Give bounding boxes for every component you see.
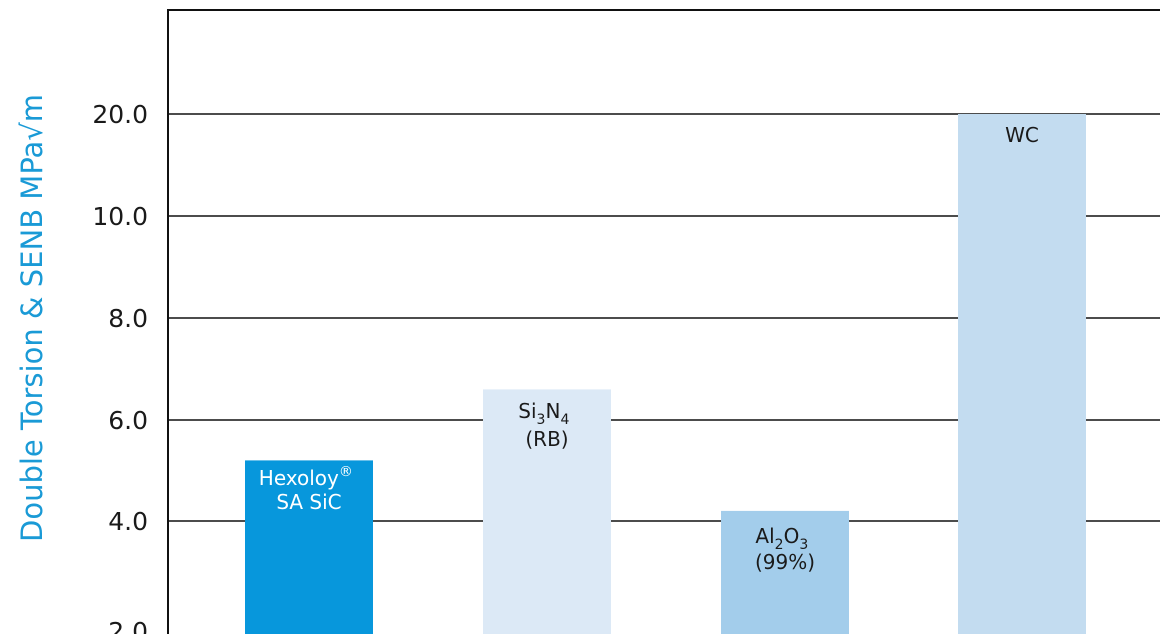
y-tick-label: 6.0 <box>108 406 148 435</box>
y-tick-labels: 2.0 4.0 6.0 8.0 10.0 20.0 <box>92 100 148 634</box>
y-tick-label: 4.0 <box>108 507 148 536</box>
y-tick-label: 8.0 <box>108 304 148 333</box>
y-tick-label: 20.0 <box>92 100 148 129</box>
hexoloy-registered-mark: ® <box>339 464 353 480</box>
bars <box>245 114 1086 634</box>
y-tick-label: 10.0 <box>92 202 148 231</box>
hexoloy-label-line2: SA SiC <box>276 490 341 514</box>
y-axis-label: Double Torsion & SENB MPa√m <box>15 94 49 542</box>
bar-labels: Hexoloy® SA SiC Si3N4 (RB) Al2O3 (99%) W… <box>259 123 1039 574</box>
y-tick-label: 2.0 <box>108 617 148 634</box>
bar-4 <box>958 114 1086 634</box>
hexoloy-label-line1: Hexoloy <box>259 466 339 490</box>
bar-label-wc: WC <box>1005 123 1039 147</box>
